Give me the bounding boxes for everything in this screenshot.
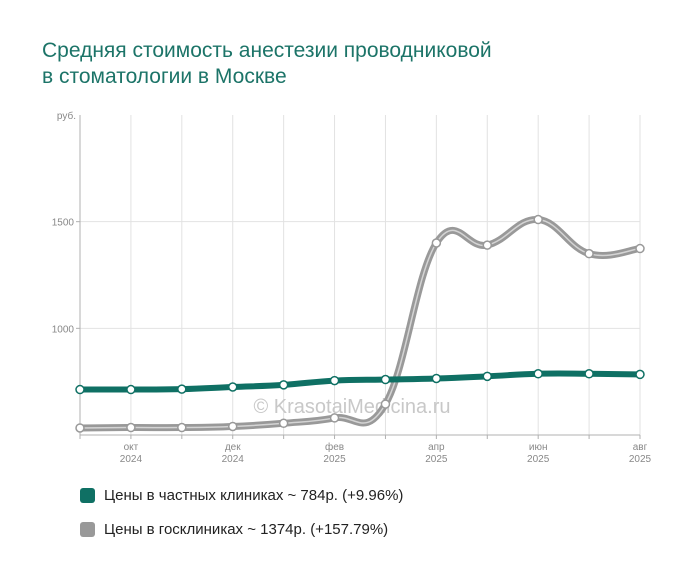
- data-point-private[interactable]: [380, 374, 391, 385]
- legend-label-public: Цены в госклиниках ~ 1374р. (+157.79%): [104, 520, 389, 538]
- x-tick-label-month: июн: [529, 442, 548, 453]
- watermark: © KrasotaiMedicina.ru: [253, 396, 450, 418]
- y-tick-label: 1000: [52, 324, 75, 335]
- data-point-public[interactable]: [584, 248, 594, 259]
- x-tick-label-year: 2025: [323, 454, 346, 465]
- series-line-private: [77, 370, 643, 393]
- data-point-private[interactable]: [533, 369, 543, 379]
- chart-legend: Цены в частных клиниках ~ 784р. (+9.96%)…: [80, 485, 403, 553]
- data-point-private[interactable]: [177, 384, 187, 394]
- y-axis-label: руб.: [57, 110, 76, 122]
- chart-title-line2: в стоматологии в Москве: [42, 65, 287, 88]
- data-point-public[interactable]: [431, 238, 442, 248]
- legend-item-public[interactable]: Цены в госклиниках ~ 1374р. (+157.79%): [80, 519, 403, 539]
- legend-item-private[interactable]: Цены в частных клиниках ~ 784р. (+9.96%): [80, 485, 403, 505]
- x-tick-label-year: 2025: [629, 454, 652, 465]
- x-tick-label-year: 2024: [222, 454, 245, 465]
- data-point-private[interactable]: [329, 375, 340, 386]
- x-tick-label-year: 2025: [527, 454, 550, 465]
- y-tick-label: 1500: [52, 218, 75, 229]
- data-point-public[interactable]: [380, 399, 391, 409]
- data-point-private[interactable]: [482, 371, 493, 382]
- data-point-private[interactable]: [126, 384, 136, 395]
- data-point-public[interactable]: [482, 240, 493, 250]
- legend-swatch-private: [80, 487, 95, 503]
- chart-series: [75, 214, 645, 433]
- chart-axes: руб.10001500окт2024дек2024фев2025апр2025…: [52, 110, 652, 465]
- x-tick-label-month: авг: [633, 442, 648, 453]
- data-point-public[interactable]: [227, 421, 238, 432]
- x-tick-label-month: окт: [124, 442, 139, 453]
- data-point-public[interactable]: [329, 413, 340, 423]
- data-point-public[interactable]: [533, 214, 543, 225]
- legend-swatch-public: [80, 521, 95, 537]
- x-tick-label-month: дек: [225, 442, 241, 453]
- data-point-public[interactable]: [635, 243, 645, 254]
- data-point-public[interactable]: [177, 422, 187, 433]
- x-tick-label-year: 2024: [120, 454, 143, 465]
- legend-label-private: Цены в частных клиниках ~ 784р. (+9.96%): [104, 486, 404, 504]
- data-point-public[interactable]: [75, 423, 85, 433]
- x-tick-label-month: фев: [325, 441, 344, 453]
- x-tick-label-year: 2025: [425, 454, 448, 465]
- data-point-public[interactable]: [126, 422, 136, 433]
- data-point-private[interactable]: [75, 384, 85, 395]
- data-point-private[interactable]: [227, 382, 238, 392]
- data-point-public[interactable]: [278, 418, 289, 429]
- data-point-private[interactable]: [431, 373, 442, 384]
- chart-title: Средняя стоимость анестезии проводниково…: [42, 38, 662, 90]
- data-point-private[interactable]: [635, 369, 645, 380]
- chart-title-line1: Средняя стоимость анестезии проводниково…: [42, 39, 492, 62]
- x-tick-label-month: апр: [428, 442, 445, 453]
- data-point-private[interactable]: [278, 380, 289, 390]
- data-point-private[interactable]: [584, 369, 594, 379]
